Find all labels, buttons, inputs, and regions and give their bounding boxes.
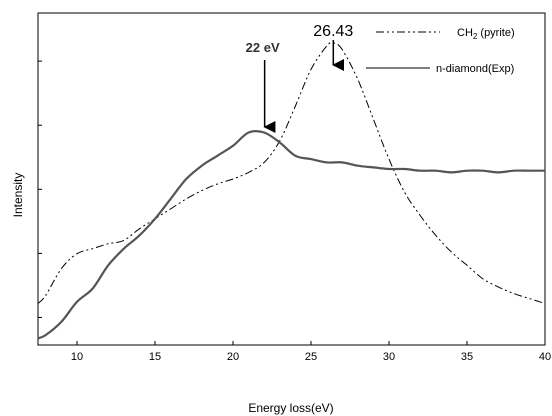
legend-ch2-sub: 2 xyxy=(473,32,478,41)
x-axis-ticks: 10 15 20 25 30 35 40 xyxy=(71,341,551,363)
x-tick-label: 15 xyxy=(149,351,161,363)
plot-frame xyxy=(37,12,546,346)
x-axis-label: Energy loss(eV) xyxy=(248,401,333,415)
legend-label-ndiamond: n-diamond(Exp) xyxy=(436,63,514,75)
x-tick-label: 30 xyxy=(383,351,395,363)
legend-ch2-rest: (pyrite) xyxy=(477,27,514,39)
x-tick-label: 35 xyxy=(461,351,473,363)
series-line-ch2-pyrite xyxy=(37,42,546,304)
x-tick-label: 25 xyxy=(305,351,317,363)
x-tick-label: 10 xyxy=(71,351,83,363)
annotation-peak-2643: 26.43 xyxy=(313,23,353,71)
annotation-label-2643: 26.43 xyxy=(313,23,353,40)
legend-label-ch2: CH2 (pyrite) xyxy=(457,27,515,41)
series-layer xyxy=(37,42,546,340)
annotation-label-22ev: 22 eV xyxy=(246,40,280,55)
legend: CH2 (pyrite) n-diamond(Exp) xyxy=(366,27,515,75)
annotation-peak-22ev: 22 eV xyxy=(246,40,280,133)
x-tick-label: 20 xyxy=(227,351,239,363)
legend-ch2-main: CH xyxy=(457,27,473,39)
y-axis-label: Intensity xyxy=(11,173,25,218)
y-axis-ticks xyxy=(38,60,42,318)
series-line-n-diamond xyxy=(37,129,546,340)
x-tick-label: 40 xyxy=(539,351,551,363)
